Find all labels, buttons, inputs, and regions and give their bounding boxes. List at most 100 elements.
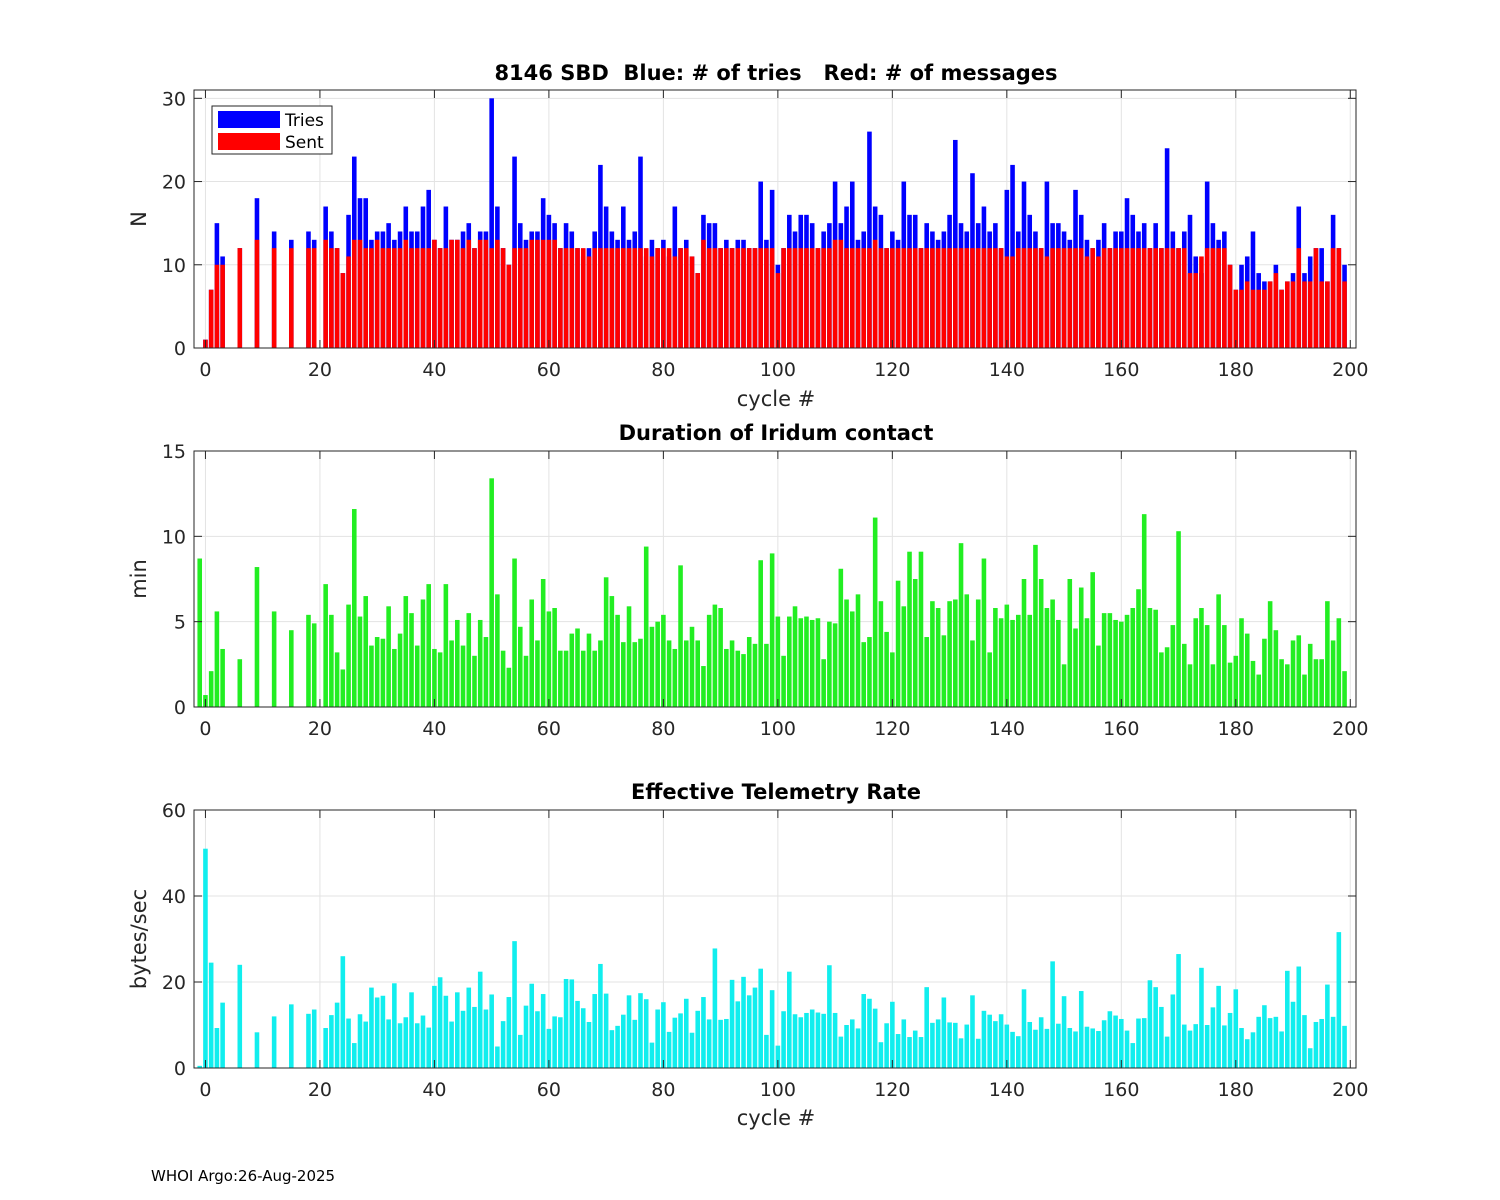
bar-sent-6 [237,248,243,348]
bar-sent-165 [1147,248,1153,348]
bar-rate-172 [1187,1030,1193,1068]
bar-rate-139 [998,1014,1004,1068]
bar-sent-144 [1027,248,1033,348]
bar-sent-109 [827,248,832,348]
bar-rate-66 [580,1008,586,1068]
x-tick-label-rate: 160 [1103,1079,1139,1101]
bar-sent-156 [1096,256,1101,348]
bar-sent-52 [500,248,506,348]
bar-sent-21 [323,239,328,348]
bar-sent-89 [712,248,718,348]
bar-rate-154 [1084,1026,1090,1068]
x-tick-label-rate: 60 [537,1079,561,1101]
bar-duration-93 [735,650,741,707]
bar-sent-157 [1101,248,1107,348]
bar-duration-164 [1141,514,1147,707]
bar-duration-51 [495,594,500,707]
bar-duration-173 [1193,618,1199,707]
bar-duration-56 [523,655,529,707]
bar-sent-140 [1004,256,1010,348]
bar-duration-74 [626,606,632,707]
bar-rate-142 [1015,1036,1021,1068]
bar-duration-39 [426,584,431,707]
bar-tries-131 [953,139,958,348]
bar-sent-147 [1044,256,1050,348]
bar-rate-193 [1307,1048,1313,1068]
axes-frame [193,89,1357,349]
bar-duration-151 [1067,579,1073,707]
bar-rate-102 [787,971,792,1068]
bar-duration-88 [706,614,712,707]
bar-rate-0 [203,848,208,1068]
bar-duration-134 [970,640,975,707]
bar-rate-68 [592,994,597,1068]
bar-sent-118 [878,248,884,348]
bar-sent-70 [603,248,609,348]
bar-duration-58 [535,640,540,707]
bar-rate-38 [420,1015,426,1068]
bar-duration-120 [890,652,895,707]
bar-duration-70 [603,577,609,707]
bar-rate-36 [409,992,414,1068]
bar-sent-75 [632,248,638,348]
bar-duration-52 [500,650,506,707]
bar-sent-42 [443,248,449,348]
bar-duration-55 [517,626,523,707]
bar-sent-111 [838,239,844,348]
x-tick-label-duration: 200 [1332,718,1368,740]
bar-rate-134 [970,995,975,1068]
bar-sent-22 [329,248,334,348]
y-axis-label-tries: N [127,211,151,227]
x-tick-label-rate: 140 [989,1079,1025,1101]
bar-duration-102 [787,616,792,707]
bar-duration-167 [1159,652,1164,707]
bar-rate-26 [351,1043,357,1068]
legend-label-tries: Tries [284,111,324,131]
bar-rate-189 [1285,970,1290,1068]
bar-duration-82 [672,648,678,707]
bar-duration-71 [609,596,615,707]
bar-duration-9 [254,567,260,707]
bar-rate-98 [764,1034,769,1068]
bar-rate-115 [861,994,867,1068]
bar-rate-15 [289,1004,294,1068]
bar-rate-1 [208,962,214,1068]
bar-rate-82 [672,1017,678,1068]
bar-rate-186 [1267,1018,1273,1068]
bar-duration--1 [197,558,203,707]
bar-rate-108 [821,1013,826,1068]
bar-sent-189 [1285,281,1290,348]
bar-rate-80 [661,1002,666,1068]
x-tick-label-tries: 60 [537,359,561,381]
bar-rate-165 [1147,980,1153,1068]
x-tick-label-tries: 80 [651,359,675,381]
bar-rate-184 [1256,1016,1261,1068]
bar-duration-47 [472,655,477,707]
y-tick-label-rate: 20 [162,972,186,994]
bar-sent-2 [214,264,220,348]
x-tick-label-tries: 140 [989,359,1025,381]
bar-sent-65 [575,248,580,348]
bar-rate-67 [586,1021,592,1068]
bar-rate-169 [1170,994,1176,1068]
bar-sent-125 [918,248,924,348]
bar-rate-138 [993,1021,998,1068]
bar-sent-72 [615,248,620,348]
x-tick-label-tries: 120 [874,359,910,381]
bar-rate-163 [1136,1018,1141,1068]
bar-sent-44 [455,239,460,348]
bar-sent-73 [621,248,626,348]
bar-duration-1 [208,671,214,707]
x-tick-label-rate: 200 [1332,1079,1368,1101]
bar-duration-79 [655,621,660,707]
bar-sent-95 [746,248,752,348]
bar-rate-75 [632,1019,638,1068]
bar-duration-95 [746,637,752,707]
bar-sent-195 [1319,281,1324,348]
bar-sent-150 [1061,248,1067,348]
bar-sent-12 [271,248,277,348]
bar-sent-183 [1250,289,1256,348]
bar-duration-190 [1290,640,1296,707]
bar-sent-50 [489,248,494,348]
bar-duration-170 [1176,531,1181,707]
